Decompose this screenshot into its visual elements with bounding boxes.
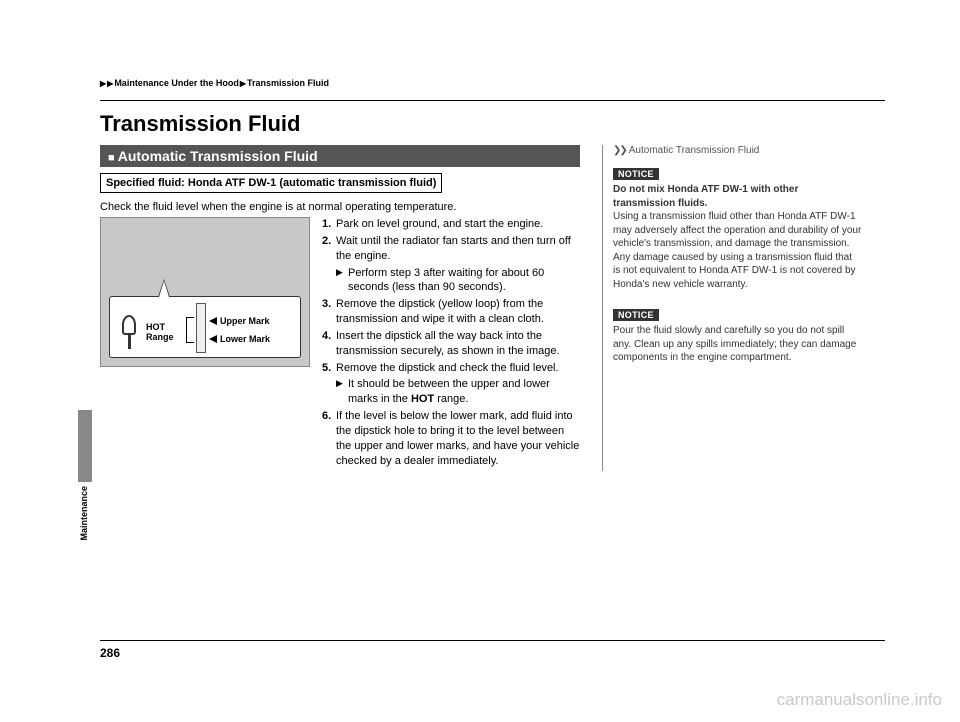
watermark: carmanualsonline.info xyxy=(777,690,942,710)
triangle-icon: ▶ xyxy=(336,266,348,296)
notice-badge: NOTICE xyxy=(613,309,659,321)
breadcrumb: ▶ ▶ Maintenance Under the Hood ▶ Transmi… xyxy=(100,78,885,88)
triangle-icon: ▶ xyxy=(100,79,106,88)
step-item: 2. Wait until the radiator fan starts an… xyxy=(322,234,580,295)
horizontal-rule xyxy=(100,640,885,641)
triangle-icon: ▶ xyxy=(107,79,113,88)
main-column: ■ Automatic Transmission Fluid Specified… xyxy=(100,145,580,471)
section-tab-block xyxy=(78,410,92,482)
section-header: ■ Automatic Transmission Fluid xyxy=(100,145,580,167)
dipstick-loop-icon xyxy=(122,315,136,335)
dipstick-gauge-icon xyxy=(196,303,206,353)
triangle-icon: ▶ xyxy=(336,377,348,407)
step-item: 4.Insert the dipstick all the way back i… xyxy=(322,329,580,359)
intro-text: Check the fluid level when the engine is… xyxy=(100,201,580,213)
step-item: 5. Remove the dipstick and check the flu… xyxy=(322,361,580,408)
sidebar-heading: ❯❯ Automatic Transmission Fluid xyxy=(613,145,862,156)
notice-text: Do not mix Honda ATF DW-1 with other tra… xyxy=(613,183,862,291)
triangle-icon: ▶ xyxy=(240,79,246,88)
breadcrumb-item: Transmission Fluid xyxy=(247,78,329,88)
dipstick-figure: HOTRange Upper Mark Lower Mark xyxy=(100,217,310,367)
page-title: Transmission Fluid xyxy=(100,111,885,137)
double-chevron-icon: ❯❯ xyxy=(613,145,626,156)
step-item: 3.Remove the dipstick (yellow loop) from… xyxy=(322,297,580,327)
steps-list: 1.Park on level ground, and start the en… xyxy=(322,217,580,471)
step-item: 1.Park on level ground, and start the en… xyxy=(322,217,580,232)
figure-callout: HOTRange Upper Mark Lower Mark xyxy=(109,296,301,358)
lower-mark-label: Lower Mark xyxy=(220,334,270,344)
page-content: ▶ ▶ Maintenance Under the Hood ▶ Transmi… xyxy=(100,78,885,471)
sidebar-column: ❯❯ Automatic Transmission Fluid NOTICE D… xyxy=(602,145,862,471)
page-number: 286 xyxy=(100,646,120,660)
notice-badge: NOTICE xyxy=(613,168,659,180)
arrow-icon xyxy=(209,335,217,343)
hot-range-label: HOTRange xyxy=(146,323,174,343)
horizontal-rule xyxy=(100,100,885,101)
upper-mark-label: Upper Mark xyxy=(220,316,270,326)
section-tab-label: Maintenance xyxy=(79,486,89,541)
spec-box: Specified fluid: Honda ATF DW-1 (automat… xyxy=(100,173,442,193)
arrow-icon xyxy=(209,317,217,325)
breadcrumb-item: Maintenance Under the Hood xyxy=(114,78,239,88)
step-item: 6.If the level is below the lower mark, … xyxy=(322,409,580,468)
notice-text: Pour the fluid slowly and carefully so y… xyxy=(613,324,862,365)
